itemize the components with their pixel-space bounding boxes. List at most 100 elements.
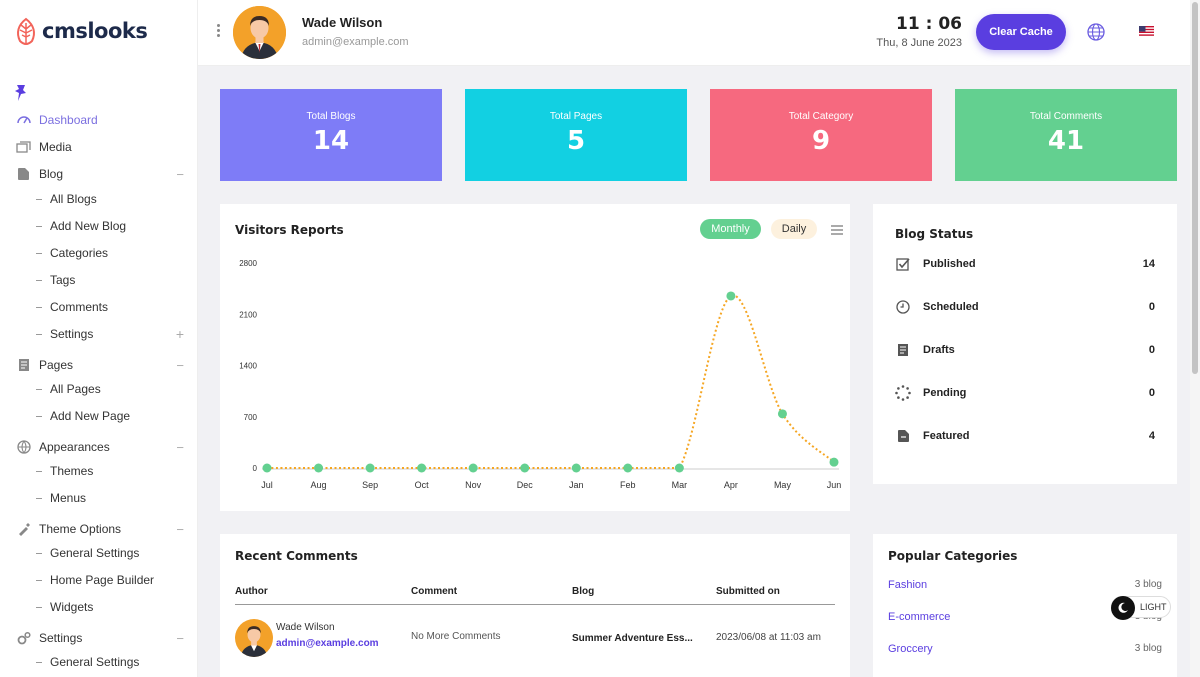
x-tick-label: Jul — [261, 480, 273, 490]
sidebar-item-pages[interactable]: Pages − — [16, 354, 184, 376]
sidebar-subitem-label: Add New Blog — [50, 219, 127, 233]
x-tick-label: Sep — [362, 480, 378, 490]
dash-icon — [36, 306, 42, 308]
visitors-series-line — [267, 294, 835, 469]
sidebar-subitem-general-settings[interactable]: General Settings — [36, 543, 184, 563]
monthly-button[interactable]: Monthly — [700, 219, 761, 239]
clock-icon — [895, 299, 911, 315]
pending-icon — [895, 385, 911, 401]
sidebar-subitem-label: General Settings — [50, 546, 140, 560]
category-name[interactable]: Groccery — [888, 643, 933, 655]
sidebar-item-label: Media — [39, 140, 72, 154]
user-name: Wade Wilson — [302, 15, 383, 30]
settings-icon — [16, 631, 31, 646]
globe-icon[interactable] — [1086, 22, 1106, 42]
sidebar-subitem-tags[interactable]: Tags — [36, 270, 184, 290]
appearances-icon — [16, 440, 31, 455]
avatar[interactable] — [233, 6, 286, 59]
data-point — [417, 463, 427, 473]
logo-icon — [17, 17, 35, 45]
dash-icon — [36, 279, 42, 281]
column-header-author: Author — [235, 586, 268, 597]
dash-icon — [36, 606, 42, 608]
sidebar-item-dashboard[interactable]: Dashboard — [16, 109, 184, 131]
category-row[interactable]: Groccery 3 blog — [888, 643, 1162, 659]
visitors-report-panel: Visitors Reports Monthly Daily 0 700 1400 2… — [220, 204, 850, 511]
sidebar-subitem-add-new-page[interactable]: Add New Page — [36, 406, 184, 426]
hamburger-menu-icon[interactable] — [831, 225, 843, 235]
y-tick-label: 0 — [253, 464, 258, 473]
sidebar-item-label: Pages — [39, 358, 74, 372]
sidebar-item-blog[interactable]: Blog − — [16, 163, 184, 185]
status-row-featured[interactable]: Featured 4 — [895, 426, 1155, 446]
category-name[interactable]: E-commerce — [888, 611, 951, 623]
status-row-published[interactable]: Published 14 — [895, 254, 1155, 274]
sidebar-item-theme-options[interactable]: Theme Options − — [16, 518, 184, 540]
stat-value: 41 — [1047, 126, 1085, 156]
sidebar-subitem-themes[interactable]: Themes — [36, 461, 184, 481]
y-tick-label: 1400 — [239, 362, 257, 371]
status-row-drafts[interactable]: Drafts 0 — [895, 340, 1155, 360]
stat-label: Total Blogs — [306, 111, 356, 122]
status-row-scheduled[interactable]: Scheduled 0 — [895, 297, 1155, 317]
table-divider — [235, 604, 835, 605]
data-point — [623, 463, 633, 473]
top-header: Wade Wilson admin@example.com 11 : 06 Th… — [198, 0, 1190, 66]
scrollbar-thumb[interactable] — [1192, 2, 1198, 374]
status-count: 4 — [1148, 430, 1155, 442]
scrollbar[interactable] — [1190, 0, 1200, 677]
sidebar-subitem-menus[interactable]: Menus — [36, 488, 184, 508]
collapse-icon[interactable]: − — [176, 167, 184, 182]
status-label: Pending — [923, 387, 967, 399]
stat-card-total-pages[interactable]: Total Pages 5 — [465, 89, 687, 181]
stat-value: 5 — [566, 126, 586, 156]
clear-cache-button[interactable]: Clear Cache — [976, 14, 1066, 50]
stat-card-total-comments[interactable]: Total Comments 41 — [955, 89, 1177, 181]
expand-icon[interactable]: + — [175, 326, 184, 342]
sidebar-subitem-blog-settings[interactable]: Settings + — [36, 324, 184, 344]
collapse-icon[interactable]: − — [176, 358, 184, 373]
stat-card-total-blogs[interactable]: Total Blogs 14 — [220, 89, 442, 181]
collapse-icon[interactable]: − — [176, 631, 184, 646]
comment-submitted-on: 2023/06/08 at 11:03 am — [716, 632, 821, 643]
sidebar-item-settings[interactable]: Settings − — [16, 627, 184, 649]
column-header-blog: Blog — [572, 586, 595, 597]
sidebar-subitem-label: Comments — [50, 300, 109, 314]
sidebar-subitem-settings-general[interactable]: General Settings — [36, 652, 184, 672]
daily-button[interactable]: Daily — [771, 219, 817, 239]
theme-toggle[interactable]: LIGHT — [1111, 596, 1171, 620]
sidebar-subitem-label: Add New Page — [50, 409, 131, 423]
blog-icon — [16, 167, 31, 182]
stat-card-total-category[interactable]: Total Category 9 — [710, 89, 932, 181]
sidebar-subitem-comments[interactable]: Comments — [36, 297, 184, 317]
sidebar-subitem-label: Menus — [50, 491, 87, 505]
sidebar-subitem-label: Widgets — [50, 600, 94, 614]
logo[interactable]: cmslooks — [14, 17, 148, 45]
comment-blog-link[interactable]: Summer Adventure Ess... — [572, 633, 693, 644]
status-row-pending[interactable]: Pending 0 — [895, 383, 1155, 403]
us-flag-icon[interactable] — [1139, 26, 1154, 37]
sidebar-subitem-categories[interactable]: Categories — [36, 243, 184, 263]
clock-time: 11 : 06 — [896, 14, 962, 34]
kebab-menu-icon[interactable] — [217, 24, 221, 39]
moon-icon — [1111, 596, 1135, 620]
category-name[interactable]: Fashion — [888, 579, 928, 591]
comment-author-email[interactable]: admin@example.com — [276, 638, 379, 649]
sidebar-item-appearances[interactable]: Appearances − — [16, 436, 184, 458]
pin-icon[interactable] — [14, 84, 28, 102]
collapse-icon[interactable]: − — [176, 440, 184, 455]
sidebar-item-media[interactable]: Media — [16, 136, 184, 158]
sidebar-subitem-all-pages[interactable]: All Pages — [36, 379, 184, 399]
sidebar-subitem-label: Tags — [50, 273, 76, 287]
stat-value: 14 — [312, 126, 350, 156]
sidebar-subitem-label: Settings — [50, 327, 94, 341]
data-point — [365, 463, 375, 473]
data-point — [829, 457, 839, 467]
sidebar-subitem-all-blogs[interactable]: All Blogs — [36, 189, 184, 209]
sidebar-subitem-add-new-blog[interactable]: Add New Blog — [36, 216, 184, 236]
dash-icon — [36, 225, 42, 227]
sidebar-subitem-widgets[interactable]: Widgets — [36, 597, 184, 617]
category-row[interactable]: Fashion 3 blog — [888, 579, 1162, 595]
sidebar-subitem-home-page-builder[interactable]: Home Page Builder — [36, 570, 184, 590]
collapse-icon[interactable]: − — [176, 522, 184, 537]
